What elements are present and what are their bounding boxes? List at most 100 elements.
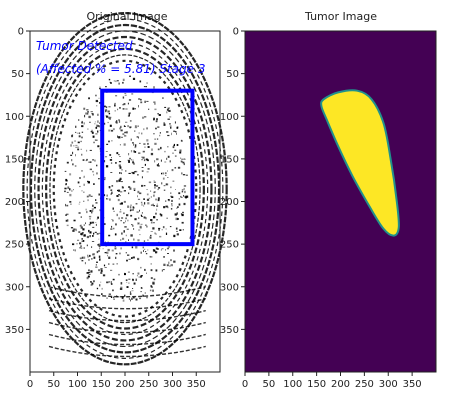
scan-speckle [147, 249, 149, 251]
scan-speckle [110, 281, 112, 284]
scan-speckle [167, 246, 171, 248]
scan-speckle [143, 128, 145, 131]
scan-speckle [168, 261, 170, 264]
scan-speckle [172, 146, 175, 149]
scan-speckle [132, 273, 134, 275]
scan-ring [52, 59, 198, 318]
scan-speckle [133, 187, 136, 190]
scan-speckle [82, 159, 85, 161]
scan-speckle [169, 123, 171, 125]
scan-speckle [174, 155, 177, 157]
left-ytick-label: 150 [5, 154, 24, 165]
scan-speckle [102, 274, 106, 277]
scan-speckle [110, 82, 112, 84]
scan-speckle [153, 117, 155, 120]
scan-speckle [73, 228, 76, 231]
scan-speckle [87, 256, 89, 258]
scan-speckle [144, 146, 146, 148]
scan-speckle [161, 269, 163, 272]
scan-speckle [86, 195, 89, 198]
scan-speckle [159, 134, 161, 137]
scan-speckle [134, 218, 137, 221]
left-ytick-label: 250 [5, 240, 24, 251]
scan-speckle [107, 110, 110, 113]
scan-speckle [137, 174, 139, 176]
scan-speckle [125, 131, 128, 134]
scan-speckle [118, 161, 122, 163]
scan-speckle [133, 143, 135, 146]
scan-speckle [153, 180, 155, 182]
scan-speckle [111, 249, 114, 252]
scan-speckle [93, 141, 95, 144]
scan-speckle [177, 218, 179, 220]
scan-speckle [178, 198, 180, 200]
scan-speckle [122, 81, 124, 84]
scan-arc [48, 309, 206, 322]
scan-speckle [125, 220, 126, 223]
scan-speckle [132, 172, 135, 175]
scan-speckle [128, 258, 131, 260]
scan-speckle [93, 183, 95, 185]
scan-speckle [143, 216, 146, 219]
scan-speckle [95, 99, 98, 103]
scan-speckle [124, 272, 126, 275]
scan-speckle [173, 143, 175, 146]
scan-speckle [158, 228, 160, 231]
scan-speckle [80, 224, 82, 227]
scan-speckle [182, 211, 184, 213]
scan-ring [41, 42, 209, 336]
scan-speckle [110, 193, 112, 195]
scan-speckle [177, 206, 179, 208]
scan-speckle [80, 226, 83, 229]
left-title: Original Image [87, 10, 168, 23]
scan-speckle [116, 121, 118, 124]
scan-speckle [93, 232, 95, 235]
scan-speckle [141, 287, 143, 289]
scan-speckle [85, 208, 87, 211]
scan-speckle [183, 163, 185, 166]
scan-speckle [158, 227, 161, 229]
scan-speckle [109, 186, 111, 189]
scan-speckle [119, 127, 121, 130]
scan-speckle [92, 253, 94, 256]
scan-speckle [98, 243, 101, 245]
scan-speckle [167, 253, 169, 254]
scan-speckle [155, 120, 158, 123]
scan-speckle [91, 282, 94, 285]
scan-speckle [115, 223, 117, 226]
scan-speckle [78, 203, 80, 205]
scan-speckle [179, 149, 182, 152]
scan-speckle [183, 202, 186, 206]
scan-speckle [132, 278, 134, 281]
scan-speckle [139, 225, 142, 229]
scan-speckle [165, 228, 167, 230]
scan-speckle [156, 219, 158, 221]
scan-speckle [97, 130, 99, 133]
scan-speckle [91, 208, 94, 210]
scan-speckle [172, 180, 175, 182]
scan-speckle [128, 99, 132, 101]
scan-speckle [159, 213, 162, 216]
scan-speckle [105, 106, 108, 109]
scan-speckle [96, 287, 99, 290]
scan-speckle [163, 185, 166, 187]
scan-speckle [72, 229, 75, 232]
scan-speckle [122, 96, 125, 99]
scan-speckle [165, 200, 167, 202]
scan-speckle [83, 183, 85, 186]
scan-speckle [156, 158, 159, 161]
scan-speckle [86, 109, 89, 111]
scan-speckle [135, 203, 138, 205]
right-xtick-label: 200 [331, 379, 350, 390]
scan-speckle [140, 98, 142, 101]
scan-speckle [144, 163, 146, 166]
scan-speckle [90, 131, 93, 133]
scan-speckle [129, 187, 132, 190]
scan-speckle [146, 225, 148, 228]
right-ytick-label: 200 [220, 197, 239, 208]
scan-speckle [64, 187, 67, 190]
scan-speckle [137, 223, 140, 224]
scan-speckle [176, 212, 178, 215]
scan-speckle [142, 116, 145, 119]
scan-speckle [83, 122, 85, 125]
